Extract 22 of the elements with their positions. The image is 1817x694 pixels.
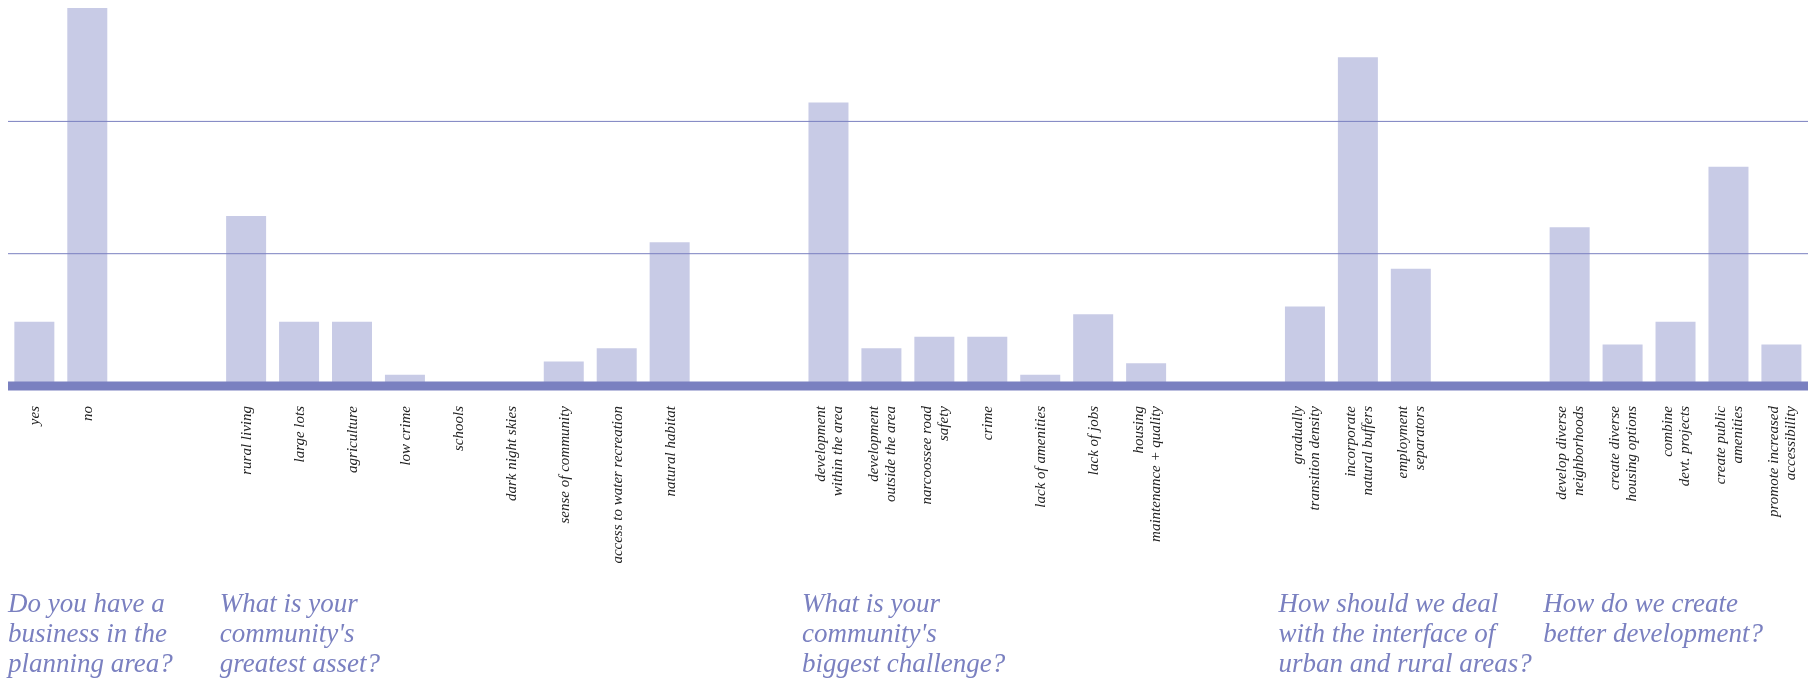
x-tick-label: rural living: [238, 405, 255, 475]
x-tick-label: develop diverse neighborhoods: [1553, 405, 1587, 500]
text: What is your community's greatest asset?: [219, 588, 380, 678]
x-tick-label: development within the area: [812, 405, 846, 497]
x-tick-label: access to water recreation: [608, 406, 625, 564]
x-tick-label: dark night skies: [502, 405, 519, 501]
x-tick-label: crime: [979, 405, 996, 441]
x-tick-label: agriculture: [344, 405, 361, 473]
x-tick-label: no: [79, 405, 96, 421]
x-tick-label: schools: [450, 405, 466, 451]
x-tick-label: gradually transition density: [1288, 405, 1322, 511]
x-tick-label: yes: [26, 405, 43, 428]
text: What is your community's biggest challenge?: [802, 588, 1006, 678]
x-tick-label: low crime: [397, 405, 414, 466]
x-tick-label: large lots: [291, 405, 308, 463]
text: Do you have a business in the planning area?: [8, 588, 173, 678]
x-tick-label: natural habitat: [661, 405, 678, 497]
text: How do we create better development?: [1543, 588, 1763, 648]
text: How should we deal with the interface of urban and rural areas?: [1278, 588, 1532, 678]
x-tick-label: lack of jobs: [1085, 405, 1102, 476]
x-tick-label: sense of community: [555, 405, 572, 524]
x-tick-label: lack of amenities: [1032, 405, 1049, 508]
